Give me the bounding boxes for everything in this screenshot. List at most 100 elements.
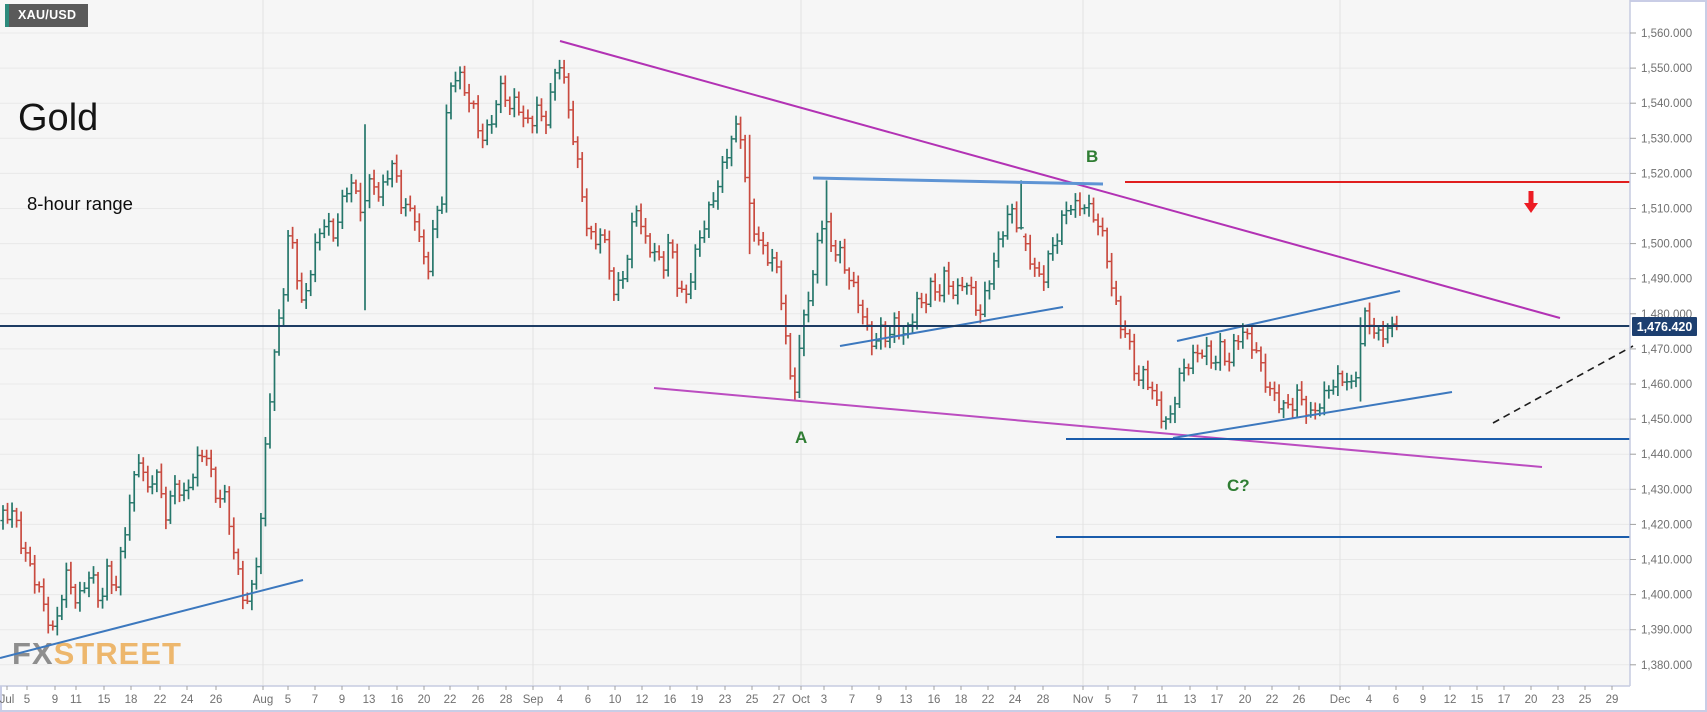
price-axis[interactable]: 1,560.000 1,550.000 1,540.000 1,530.000 1,52… <box>1630 28 1692 672</box>
ohlc-bar <box>502 75 508 107</box>
date-tick-label: 3 <box>821 694 827 706</box>
ohlc-bar <box>443 104 450 213</box>
ohlc-bar <box>1208 340 1214 369</box>
ohlc-bar <box>566 73 572 119</box>
ohlc-bar <box>652 242 658 262</box>
ohlc-bar <box>986 280 993 300</box>
ohlc-bar <box>742 134 748 183</box>
projection-dashed-line[interactable] <box>1492 345 1634 424</box>
date-tick-label: 5 <box>24 694 30 706</box>
ohlc-bar <box>63 562 69 608</box>
ohlc-bar <box>1394 315 1400 331</box>
ohlc-bar <box>520 105 526 128</box>
ohlc-bar <box>484 119 490 146</box>
ascending-trendline-july[interactable] <box>0 579 304 659</box>
ohlc-bars[interactable] <box>0 59 1400 636</box>
date-tick-label: 13 <box>1184 694 1197 706</box>
date-tick-label: 17 <box>1211 694 1224 706</box>
wave-label-C[interactable]: C? <box>1227 476 1250 495</box>
date-tick-label: 12 <box>636 694 649 706</box>
ohlc-bar <box>1145 360 1151 391</box>
ohlc-bar <box>679 280 685 293</box>
ohlc-bar <box>181 482 187 502</box>
ohlc-bar <box>231 517 237 560</box>
ohlc-bar <box>642 217 649 244</box>
ohlc-bar <box>1163 416 1169 430</box>
date-tick-label: 26 <box>1293 694 1306 706</box>
ohlc-bar <box>335 213 341 247</box>
ohlc-bar <box>1185 363 1192 376</box>
ohlc-bar <box>1072 193 1079 218</box>
date-axis[interactable]: Jul 5 9 11 15 18 22 24 26 Aug 5 7 9 13 16 20 22 26 28 Sep 4 6… <box>0 686 1618 706</box>
ohlc-bar <box>145 465 151 493</box>
date-tick-label: 7 <box>1132 694 1138 706</box>
date-tick-label: Dec <box>1330 694 1351 706</box>
ohlc-bar <box>968 276 974 295</box>
ohlc-bar <box>366 174 373 209</box>
ohlc-bar <box>127 494 133 541</box>
descending-trendline-major[interactable] <box>559 40 1561 319</box>
ohlc-bar <box>1204 336 1210 366</box>
ohlc-bar <box>403 198 409 217</box>
ohlc-bar <box>1095 213 1101 236</box>
date-tick-label: 22 <box>444 694 457 706</box>
ohlc-bar <box>68 561 74 595</box>
ohlc-bar <box>1226 352 1232 372</box>
ohlc-bar <box>995 231 1002 268</box>
chart-subtitle: 8-hour range <box>27 193 133 214</box>
ohlc-bar <box>375 182 382 202</box>
ohlc-bar <box>1290 397 1296 419</box>
price-tick-label: 1,380.000 <box>1641 660 1692 672</box>
channel-bottom-nov-dec[interactable] <box>1172 391 1453 439</box>
ohlc-bar <box>1262 353 1269 393</box>
ohlc-bar <box>710 192 717 208</box>
ohlc-bar <box>719 155 726 193</box>
ohlc-bar <box>271 349 278 411</box>
date-tick-label: 23 <box>719 694 732 706</box>
date-tick-label: 17 <box>1498 694 1511 706</box>
date-tick-label: 25 <box>746 694 759 706</box>
trend-lines[interactable] <box>0 40 1634 659</box>
ohlc-bar <box>45 596 51 634</box>
resistance-line-b[interactable] <box>812 176 1104 186</box>
date-tick-label: Sep <box>523 694 543 706</box>
channel-top-nov-dec[interactable] <box>1176 290 1401 342</box>
ohlc-bar <box>339 189 345 229</box>
sell-arrow-icon <box>1524 191 1538 213</box>
ohlc-bar <box>353 179 359 195</box>
ohlc-bar <box>828 212 834 252</box>
ohlc-bar <box>814 232 821 284</box>
wave-labels[interactable]: A B C? <box>795 147 1250 495</box>
ohlc-bar <box>783 294 789 345</box>
price-tick-label: 1,550.000 <box>1641 63 1692 75</box>
descending-trendline-minor[interactable] <box>653 387 1543 468</box>
ohlc-bar <box>421 229 427 265</box>
ohlc-bar <box>991 252 997 290</box>
date-tick-label: 13 <box>363 694 376 706</box>
wave-label-A[interactable]: A <box>795 428 807 447</box>
ohlc-bar <box>737 116 744 149</box>
ohlc-bar <box>937 284 943 302</box>
ohlc-bar <box>136 454 142 478</box>
ohlc-bar <box>728 135 735 167</box>
price-tick-label: 1,560.000 <box>1641 28 1692 40</box>
ohlc-bar <box>543 110 549 135</box>
ohlc-bar <box>602 229 608 243</box>
ohlc-bar <box>317 228 323 251</box>
ohlc-bar <box>1321 381 1327 416</box>
ohlc-bar <box>538 98 545 122</box>
ohlc-bar <box>235 548 241 575</box>
ohlc-bar <box>416 213 422 243</box>
wave-label-B[interactable]: B <box>1086 147 1098 166</box>
ohlc-bar <box>27 546 33 567</box>
ohlc-bar <box>941 266 947 303</box>
ohlc-bar <box>1158 391 1164 429</box>
ohlc-bar <box>81 582 88 594</box>
ohlc-bar <box>1353 371 1359 388</box>
ohlc-bar <box>905 322 911 339</box>
ohlc-bar <box>588 225 594 240</box>
ohlc-bar <box>330 218 336 242</box>
ohlc-bar <box>285 230 291 302</box>
ohlc-bar <box>1077 192 1083 216</box>
